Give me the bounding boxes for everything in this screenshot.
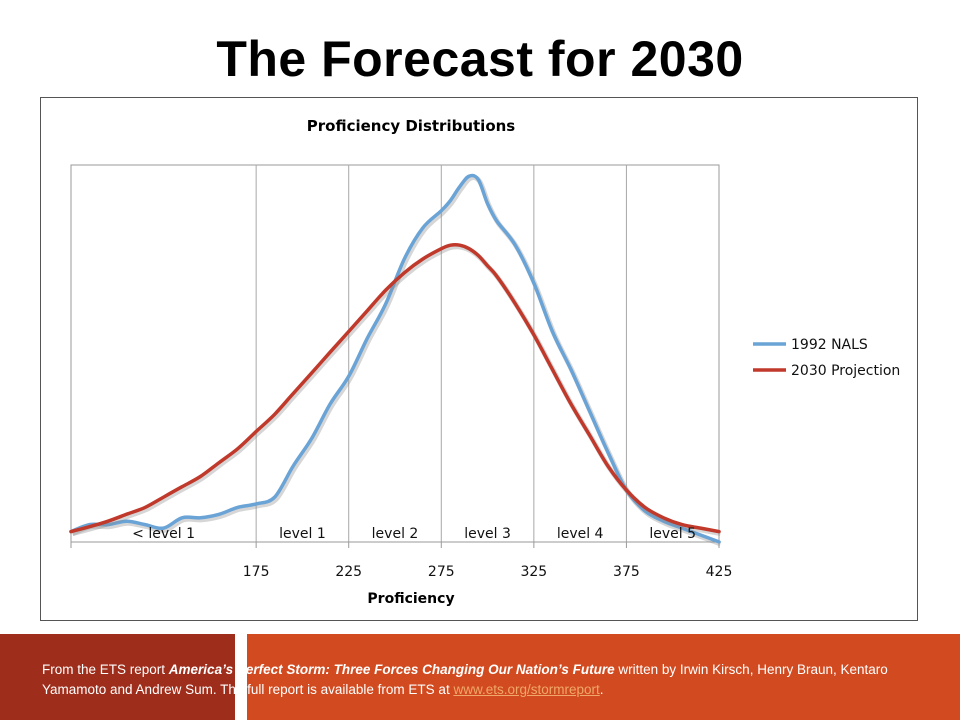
x-tick-label: 325 xyxy=(520,564,547,580)
series-2030-projection-line xyxy=(69,243,721,534)
chart-title: Proficiency Distributions xyxy=(307,117,516,135)
legend-label: 1992 NALS xyxy=(791,337,868,353)
level-label: < level 1 xyxy=(132,526,195,542)
footer-band-dark xyxy=(0,634,235,720)
level-label: level 4 xyxy=(557,526,604,542)
grid-layer xyxy=(70,164,720,548)
proficiency-chart: Proficiency Distributions < level 1 level … xyxy=(69,117,900,607)
level-label: level 2 xyxy=(372,526,419,542)
level-label: level 5 xyxy=(649,526,696,542)
plot-area xyxy=(70,164,720,543)
level-label: level 3 xyxy=(464,526,511,542)
x-tick-label: 425 xyxy=(706,564,733,580)
level-label: level 1 xyxy=(279,526,326,542)
footer-report-title: America’s Perfect Storm: Three Forces Ch… xyxy=(168,662,615,677)
footer-citation: From the ETS report America’s Perfect St… xyxy=(42,660,942,700)
x-tick-label: 375 xyxy=(613,564,640,580)
x-tick-label: 175 xyxy=(243,564,270,580)
x-axis-label: Proficiency xyxy=(367,591,454,607)
footer-text-end: . xyxy=(599,682,604,697)
series-1992-nals-line xyxy=(69,173,721,544)
legend: 1992 NALS 2030 Projection xyxy=(753,337,900,379)
series-layer xyxy=(69,173,722,547)
slide-title: The Forecast for 2030 xyxy=(216,31,744,87)
x-tick-label: 225 xyxy=(335,564,362,580)
footer-text-intro: From the ETS report xyxy=(42,662,169,677)
footer-band-orange xyxy=(247,634,960,720)
text-layer: Proficiency Distributions < level 1 level … xyxy=(132,117,732,607)
x-tick-label: 275 xyxy=(428,564,455,580)
footer-text-authors: written by Irwin Kirsch, Henry Braun, Ke… xyxy=(42,662,888,697)
legend-label: 2030 Projection xyxy=(791,363,900,379)
footer-report-link[interactable]: www.ets.org/stormreport xyxy=(453,682,600,697)
chart-frame: Proficiency Distributions < level 1 level … xyxy=(40,97,918,621)
